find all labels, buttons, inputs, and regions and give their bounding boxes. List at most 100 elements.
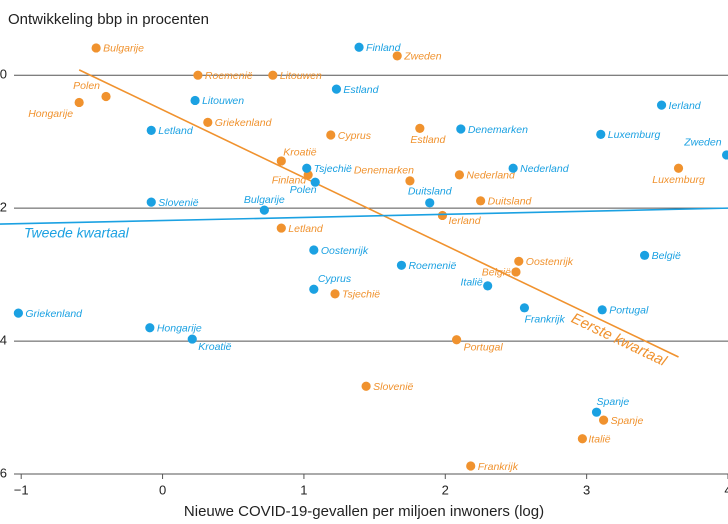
- point: [721, 150, 728, 160]
- point: [91, 43, 101, 53]
- point-label: Slovenië: [158, 197, 198, 209]
- trend-line: [0, 207, 728, 225]
- x-tick-label: 4: [724, 482, 728, 497]
- point: [331, 84, 342, 94]
- point-label: Letland: [158, 125, 194, 137]
- point: [577, 434, 588, 444]
- point-label: Zweden: [403, 51, 442, 63]
- point: [425, 198, 435, 208]
- point-label: Luxemburg: [652, 174, 705, 186]
- point-label: Frankrijk: [478, 461, 519, 473]
- point: [309, 284, 319, 294]
- point-label: Duitsland: [408, 186, 453, 198]
- x-tick-label: 1: [300, 482, 307, 497]
- point: [145, 323, 155, 333]
- point-label: Griekenland: [215, 117, 273, 129]
- point-label: Kroatië: [283, 147, 316, 159]
- point: [514, 256, 524, 266]
- point: [451, 335, 462, 345]
- point-label: Hongarije: [157, 323, 202, 335]
- y-tick-label: −4: [0, 333, 7, 348]
- point-label: Tsjechië: [314, 163, 352, 175]
- point-label: Zweden: [683, 137, 722, 149]
- point: [326, 130, 336, 140]
- point-label: Bulgarije: [103, 43, 144, 55]
- x-tick-label: 2: [442, 482, 449, 497]
- point-label: Estland: [343, 84, 379, 96]
- point: [13, 308, 23, 318]
- point-label: Oostenrijk: [526, 256, 574, 268]
- point-label: Portugal: [464, 342, 504, 354]
- series-label: Eerste kwartaal: [569, 310, 670, 370]
- point-label: Cyprus: [318, 273, 352, 285]
- point-label: Litouwen: [280, 70, 322, 82]
- point: [392, 51, 402, 61]
- point-label: Kroatië: [198, 341, 231, 353]
- point-label: België: [482, 267, 511, 279]
- point: [476, 196, 486, 206]
- point-label: Portugal: [609, 305, 649, 317]
- point-label: Ierland: [669, 100, 702, 112]
- point-label: Griekenland: [25, 308, 83, 320]
- point: [361, 381, 371, 391]
- y-tick-label: −6: [0, 465, 7, 480]
- point-label: Polen: [290, 184, 317, 196]
- point-label: Nederland: [466, 170, 516, 182]
- point-label: Cyprus: [338, 130, 372, 142]
- point-label: Ierland: [448, 215, 481, 227]
- point: [193, 70, 203, 80]
- point: [596, 129, 606, 139]
- point-label: Litouwen: [202, 95, 244, 107]
- point-label: Roemenië: [205, 70, 253, 82]
- point: [309, 245, 319, 255]
- point-label: Tsjechië: [342, 289, 380, 301]
- point: [259, 205, 269, 215]
- point: [483, 281, 493, 291]
- point-label: Finland: [366, 42, 402, 54]
- point: [437, 210, 448, 221]
- point: [519, 303, 530, 313]
- point: [354, 42, 364, 52]
- point: [310, 177, 320, 187]
- point-label: Luxemburg: [608, 129, 661, 141]
- point-label: Italië: [461, 277, 483, 289]
- point-label: Italië: [588, 434, 610, 446]
- point-label: Letland: [288, 223, 324, 235]
- point: [591, 407, 602, 417]
- x-axis-label: Nieuwe COVID-19-gevallen per miljoen inw…: [184, 503, 544, 520]
- point: [597, 305, 607, 315]
- point: [74, 97, 84, 108]
- point: [101, 91, 111, 102]
- point: [302, 163, 312, 173]
- point: [146, 125, 156, 135]
- y-tick-label: −2: [0, 200, 7, 215]
- point-label: Estland: [410, 134, 446, 146]
- point-label: Roemenië: [408, 260, 456, 272]
- point: [203, 117, 213, 127]
- x-tick-label: 3: [583, 482, 590, 497]
- point-label: Denemarken: [354, 165, 414, 177]
- point: [276, 156, 286, 166]
- point: [454, 170, 465, 180]
- point: [268, 70, 278, 80]
- x-tick-label: −1: [14, 482, 29, 497]
- point-label: Polen: [73, 80, 100, 92]
- point: [330, 289, 340, 299]
- point: [276, 223, 286, 233]
- point-label: Nederland: [520, 163, 570, 175]
- point: [456, 124, 466, 134]
- point: [511, 267, 521, 277]
- point: [187, 334, 197, 344]
- point: [508, 163, 518, 173]
- chart-title: Ontwikkeling bbp in procenten: [8, 11, 209, 28]
- x-tick-label: 0: [159, 482, 166, 497]
- point-label: Denemarken: [468, 124, 528, 136]
- point-label: Slovenië: [373, 381, 413, 393]
- point-label: Duitsland: [488, 196, 533, 208]
- point: [396, 260, 407, 270]
- point-label: Bulgarije: [244, 194, 285, 206]
- point-label: België: [652, 250, 681, 262]
- trend-line: [78, 69, 679, 358]
